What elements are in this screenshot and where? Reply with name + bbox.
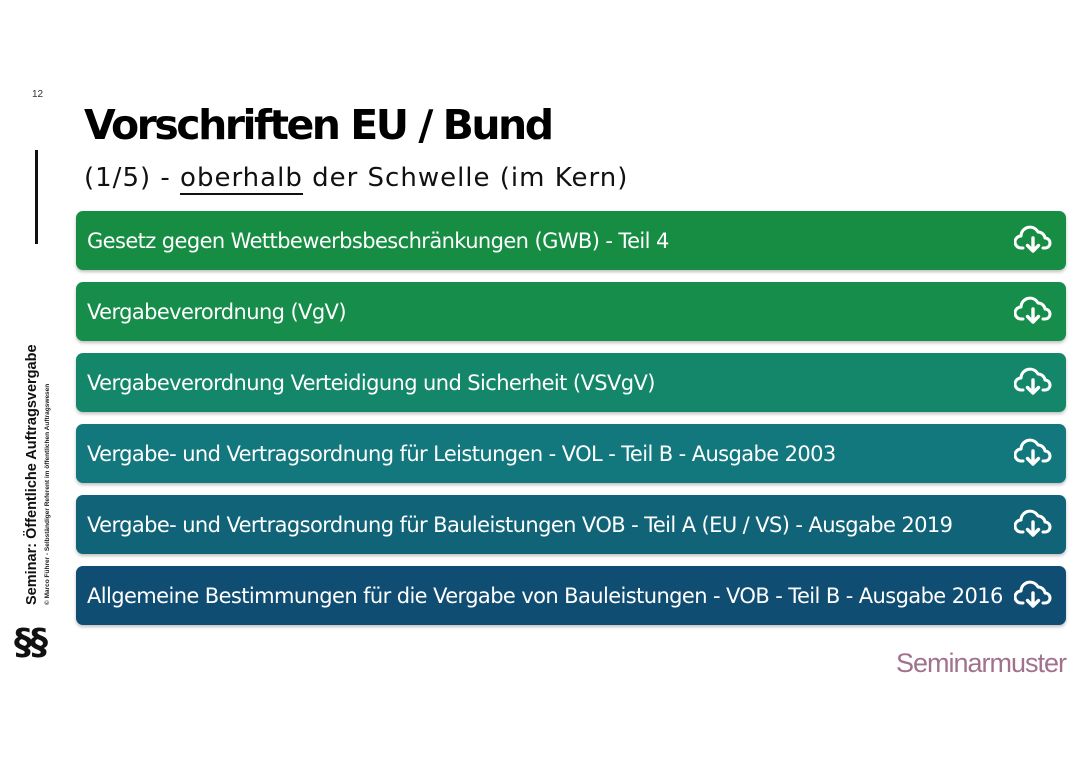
cloud-download-icon[interactable] (1014, 367, 1052, 397)
regulation-label: Vergabeverordnung Verteidigung und Siche… (87, 370, 655, 395)
sidebar: Seminar: Öffentliche Auftragsvergabe © M… (24, 287, 68, 605)
regulation-item-vob-b[interactable]: Allgemeine Bestimmungen für die Vergabe … (76, 566, 1066, 625)
page-subtitle: (1/5) - oberhalb der Schwelle (im Kern) (84, 163, 629, 195)
cloud-download-icon[interactable] (1014, 580, 1052, 610)
seminar-title: Seminar: Öffentliche Auftragsvergabe (24, 344, 40, 605)
regulation-list: Gesetz gegen Wettbewerbsbeschränkungen (… (76, 211, 1066, 637)
regulation-label: Vergabe- und Vertragsordnung für Bauleis… (87, 512, 953, 537)
cloud-download-icon[interactable] (1014, 438, 1052, 468)
subtitle-underlined: oberhalb (180, 163, 303, 195)
brand-watermark: Seminarmuster (895, 648, 1067, 678)
cloud-download-icon[interactable] (1014, 509, 1052, 539)
subtitle-suffix: der Schwelle (im Kern) (302, 163, 629, 193)
regulation-label: Vergabeverordnung (VgV) (87, 299, 347, 324)
slide-number: 12 (32, 89, 44, 100)
cloud-download-icon[interactable] (1014, 296, 1052, 326)
regulation-label: Gesetz gegen Wettbewerbsbeschränkungen (… (87, 228, 669, 253)
regulation-label: Allgemeine Bestimmungen für die Vergabe … (87, 583, 1003, 608)
page-title: Vorschriften EU / Bund (84, 101, 554, 149)
paragraph-symbol: §§ (14, 622, 48, 663)
author-credit: © Marco Führer - Selbständiger Referent … (44, 383, 51, 605)
regulation-item-vol-b[interactable]: Vergabe- und Vertragsordnung für Leistun… (76, 424, 1066, 483)
regulation-label: Vergabe- und Vertragsordnung für Leistun… (87, 441, 836, 466)
regulation-item-vgv[interactable]: Vergabeverordnung (VgV) (76, 282, 1066, 341)
cloud-download-icon[interactable] (1014, 225, 1052, 255)
regulation-item-vsvgv[interactable]: Vergabeverordnung Verteidigung und Siche… (76, 353, 1066, 412)
regulation-item-gwb[interactable]: Gesetz gegen Wettbewerbsbeschränkungen (… (76, 211, 1066, 270)
regulation-item-vob-a[interactable]: Vergabe- und Vertragsordnung für Bauleis… (76, 495, 1066, 554)
subtitle-prefix: (1/5) - (84, 163, 181, 193)
vertical-divider (35, 150, 38, 244)
